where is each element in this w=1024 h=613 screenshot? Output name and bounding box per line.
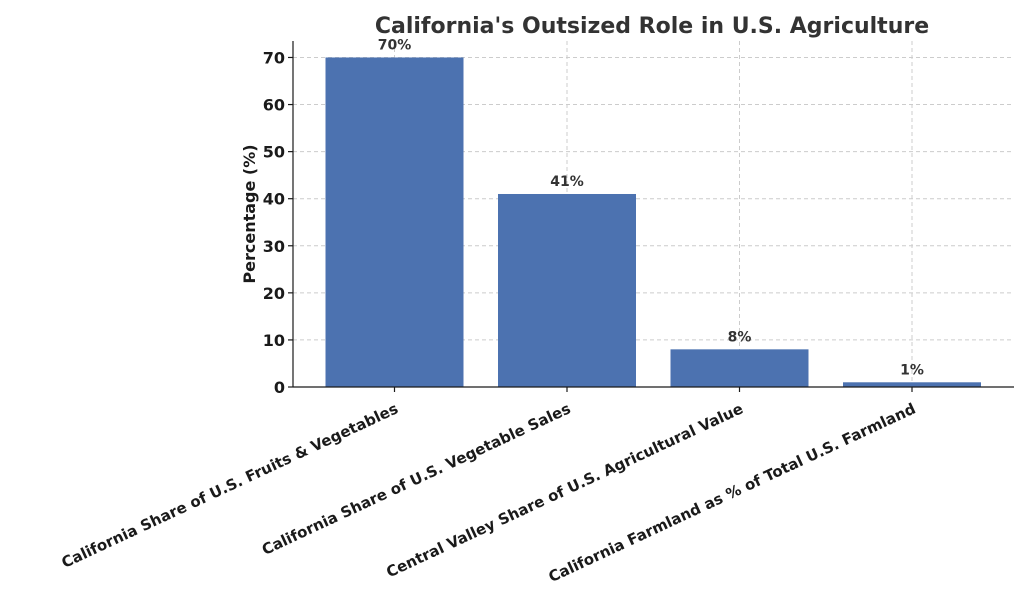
chart-title: California's Outsized Role in U.S. Agric… bbox=[375, 14, 929, 39]
y-tick-label: 30 bbox=[263, 237, 285, 256]
data-labels: 70% 41% 8% 1% bbox=[378, 37, 924, 378]
y-tick-labels: 0 10 20 30 40 50 60 70 bbox=[263, 48, 285, 397]
y-tick-label: 60 bbox=[263, 96, 285, 115]
x-tick-label: California Share of U.S. Vegetable Sales bbox=[259, 399, 573, 558]
y-tick-label: 70 bbox=[263, 48, 285, 67]
data-label: 8% bbox=[728, 329, 752, 345]
x-tick-label: California Farmland as % of Total U.S. F… bbox=[546, 399, 919, 586]
y-tick-label: 20 bbox=[263, 284, 285, 303]
y-tick-label: 50 bbox=[263, 143, 285, 162]
data-label: 41% bbox=[550, 174, 584, 190]
y-tick-label: 0 bbox=[274, 378, 285, 397]
x-tick-label: Central Valley Share of U.S. Agricultura… bbox=[383, 399, 745, 581]
bar bbox=[498, 193, 636, 387]
axes bbox=[288, 41, 1014, 392]
x-tick-label: California Share of U.S. Fruits & Vegeta… bbox=[59, 399, 401, 571]
x-tick-labels: California Share of U.S. Fruits & Vegeta… bbox=[59, 399, 919, 586]
y-tick-label: 40 bbox=[263, 190, 285, 209]
bar bbox=[670, 349, 809, 387]
y-tick-label: 10 bbox=[263, 331, 285, 350]
bars bbox=[325, 57, 981, 387]
data-label: 70% bbox=[378, 37, 412, 53]
y-axis-label: Percentage (%) bbox=[240, 144, 259, 283]
data-label: 1% bbox=[900, 362, 924, 378]
bar bbox=[325, 57, 464, 387]
bar bbox=[843, 382, 981, 387]
